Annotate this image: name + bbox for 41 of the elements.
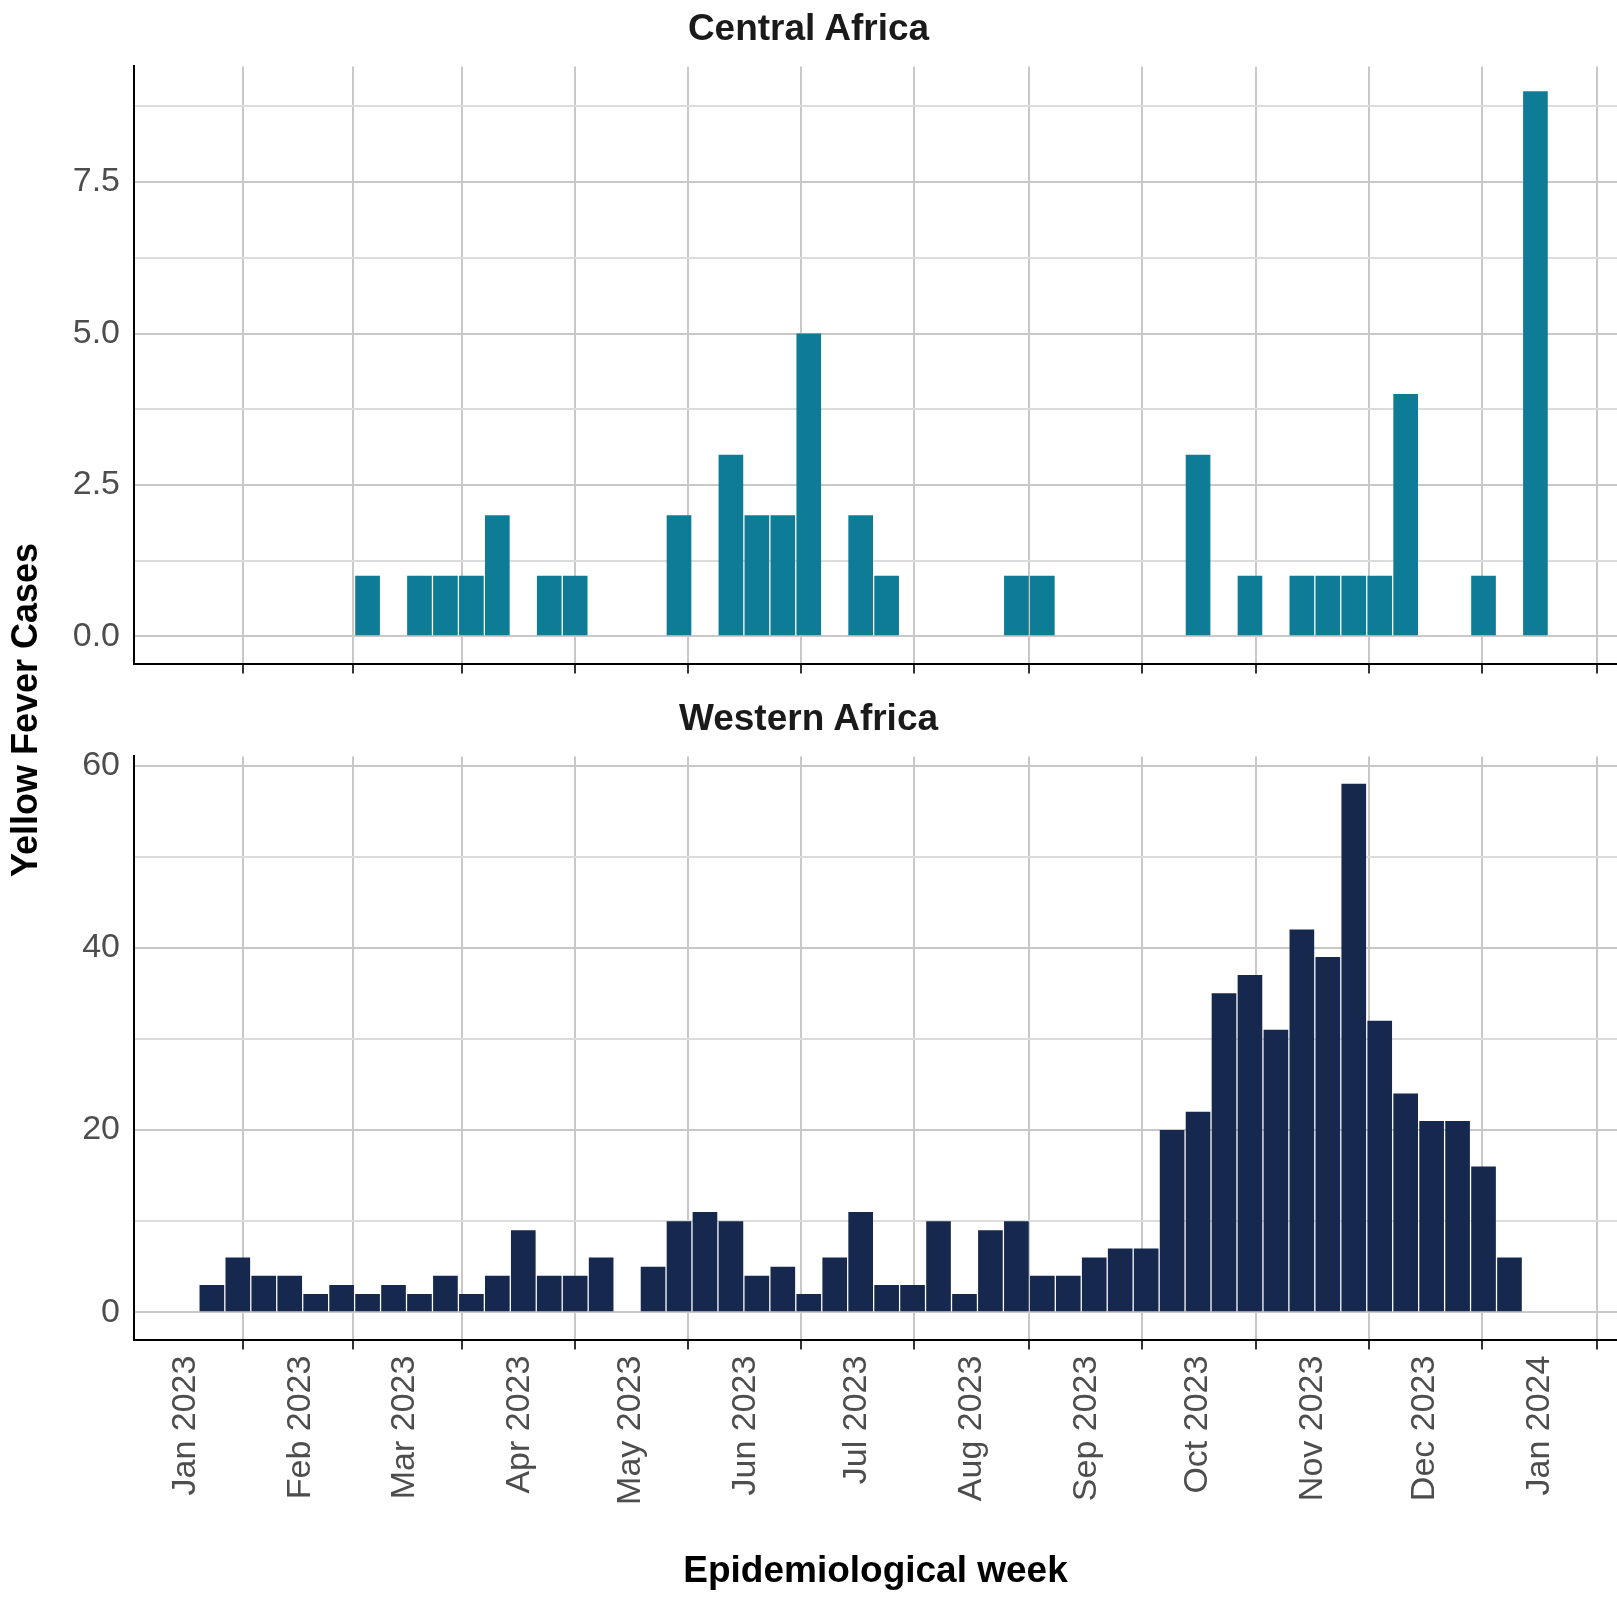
x-tick-label: Jun 2023: [724, 1355, 763, 1496]
x-tick-label: Dec 2023: [1402, 1355, 1441, 1502]
bar: [666, 515, 692, 636]
bar: [1263, 1029, 1289, 1312]
bar: [666, 1221, 692, 1312]
y-axis-title: Yellow Fever Cases: [4, 542, 46, 878]
y-tick-label: 2.5: [72, 463, 120, 502]
x-tick-label: Jan 2024: [1517, 1355, 1556, 1496]
bar: [1471, 575, 1496, 636]
bar: [1185, 1111, 1211, 1312]
bar: [1237, 975, 1263, 1312]
x-tick-label: Nov 2023: [1291, 1355, 1330, 1502]
bar: [718, 454, 744, 636]
x-tick-label: Oct 2023: [1176, 1355, 1215, 1494]
y-tick-label: 0: [101, 1290, 120, 1329]
x-tick-label: Jul 2023: [835, 1355, 874, 1485]
x-tick-label: Sep 2023: [1065, 1355, 1104, 1502]
y-tick-label: 0.0: [72, 614, 120, 653]
y-tick-label: 20: [82, 1108, 120, 1147]
bar: [355, 575, 380, 636]
chart-title: Western Africa: [678, 697, 939, 739]
bar: [1237, 575, 1263, 636]
bar: [1185, 454, 1211, 636]
chart-title: Central Africa: [687, 7, 930, 49]
x-tick-label: Jan 2023: [164, 1355, 203, 1496]
x-tick-label: Feb 2023: [279, 1355, 318, 1500]
x-tick-label: Aug 2023: [950, 1355, 989, 1502]
bar: [1211, 993, 1237, 1312]
bar: [1523, 91, 1548, 636]
x-tick-label: Mar 2023: [383, 1355, 422, 1500]
x-tick-label: Apr 2023: [497, 1355, 536, 1494]
bar: [692, 1212, 718, 1312]
y-tick-label: 7.5: [72, 160, 120, 199]
bar: [1159, 1130, 1185, 1312]
x-tick-label: May 2023: [609, 1355, 648, 1505]
y-tick-label: 40: [82, 926, 120, 965]
y-tick-label: 60: [82, 743, 120, 782]
y-tick-label: 5.0: [72, 311, 120, 350]
x-axis-title: Epidemiological week: [683, 1549, 1069, 1590]
bar: [718, 1221, 744, 1312]
bar: [640, 1266, 666, 1312]
